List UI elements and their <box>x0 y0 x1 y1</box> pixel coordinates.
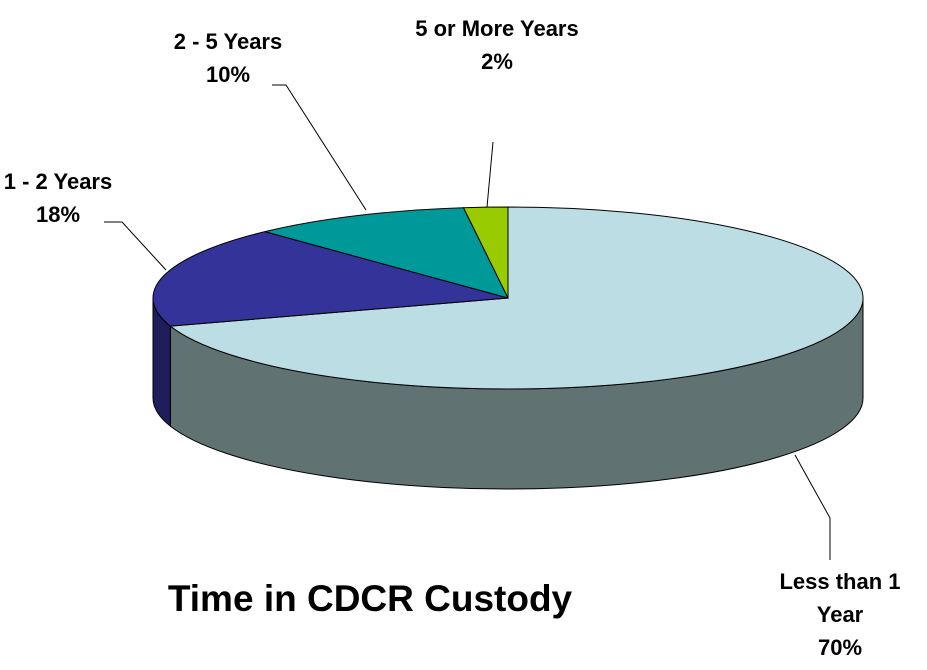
chart-title: Time in CDCR Custody <box>167 578 573 619</box>
slice-value: 18% <box>35 202 81 227</box>
leader-line <box>794 454 831 560</box>
pie-slice <box>152 231 509 327</box>
slice-name: 5 or More Years <box>415 16 579 41</box>
slice-name: 2 - 5 Years <box>173 29 283 54</box>
slice-value: 2% <box>481 49 513 74</box>
leader-line <box>272 84 367 211</box>
slice-value: 10% <box>205 62 251 87</box>
pie-slice <box>169 206 864 390</box>
slice-label: 2 - 5 Years 10% <box>170 25 286 91</box>
leader-line <box>486 141 494 208</box>
slice-label: 1 - 2 Years 18% <box>0 165 116 231</box>
pie-tops <box>152 206 864 390</box>
leader-line <box>104 221 167 271</box>
slice-name: Less than 1 Year <box>779 569 901 627</box>
pie-slice <box>462 206 509 299</box>
slice-label: 5 or More Years 2% <box>405 12 589 78</box>
leader-lines <box>104 84 831 560</box>
slice-label: Less than 1 Year 70% <box>760 565 920 664</box>
pie-slice <box>264 207 509 299</box>
slice-value: 70% <box>817 635 863 660</box>
slice-name: 1 - 2 Years <box>3 169 113 194</box>
